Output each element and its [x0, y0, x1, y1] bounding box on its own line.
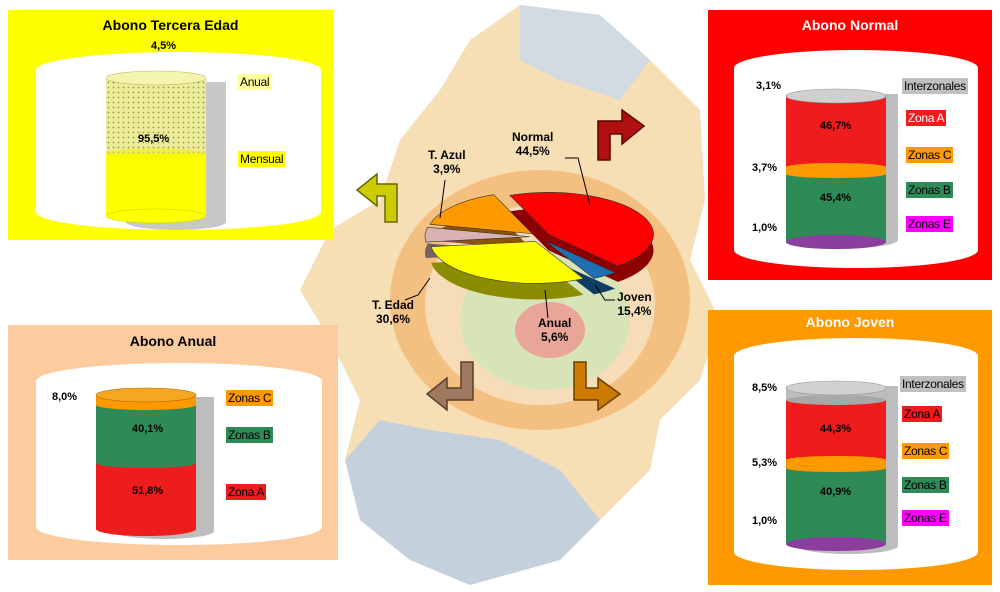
legend-item: Zonas C — [906, 147, 954, 163]
main-pie-chart — [424, 192, 654, 300]
legend-item: Zona A — [906, 110, 947, 126]
legend-item: Interzonales — [902, 78, 968, 94]
legend-item: Zonas C — [226, 390, 274, 406]
cylinder-anual — [95, 387, 214, 539]
legend-item: Zonas B — [906, 182, 953, 198]
pie-label-tazul: T. Azul 3,9% — [428, 148, 466, 176]
panel-title: Abono Normal — [801, 17, 899, 33]
leader-tazul — [439, 179, 446, 219]
value-label: 40,1% — [132, 423, 164, 435]
pie-slice-tedad — [430, 241, 585, 284]
value-label: 3,7% — [752, 162, 778, 174]
legend-item: Zonas E — [902, 510, 949, 526]
pie-label-anual: Anual 5,6% — [538, 316, 572, 344]
value-label: 8,0% — [52, 391, 78, 403]
cylinder-normal — [785, 88, 898, 249]
cylinder-tercera — [105, 70, 226, 230]
leader-tedad — [404, 277, 431, 301]
legend-item: Zonas B — [902, 477, 949, 493]
value-label: 51,8% — [132, 485, 164, 497]
panel-title: Abono Anual — [129, 333, 217, 349]
legend-item: Mensual — [238, 151, 286, 167]
value-label: 95,5% — [138, 133, 170, 145]
value-label: 5,3% — [752, 457, 778, 469]
panel-title: Abono Tercera Edad — [102, 17, 239, 33]
leader-normal — [565, 157, 591, 206]
map-center — [515, 302, 585, 358]
pie-slice-joven — [429, 194, 534, 235]
pie-label-joven: Joven 15,4% — [617, 290, 652, 318]
legend-item: Interzonales — [900, 376, 966, 392]
arrow-tercera-icon — [355, 172, 398, 223]
cylinder-joven — [785, 380, 898, 554]
legend-item: Zonas C — [902, 443, 950, 459]
arrow-joven-icon — [573, 361, 622, 412]
pie-slice-anual — [424, 227, 531, 243]
panel-joven: Abono Joven 8,5% 44,3% 5,3% 40,9% 1,0% I… — [708, 310, 992, 585]
map-blue-north — [520, 5, 650, 100]
value-label: 3,1% — [756, 80, 782, 92]
value-label: 1,0% — [752, 222, 778, 234]
pie-slice-tazul — [545, 240, 616, 279]
legend-item: Zona A — [226, 484, 267, 500]
map-blue-area — [345, 420, 600, 585]
arrow-anual-icon — [425, 361, 474, 412]
value-label: 40,9% — [820, 486, 852, 498]
panel-anual: Abono Anual 8,0% 40,1% 51,8% Zonas C Zon… — [8, 325, 338, 560]
leader-joven — [594, 284, 615, 301]
pie-label-tedad: T. Edad 30,6% — [372, 298, 415, 326]
legend-item: Anual — [238, 74, 272, 90]
value-label: 8,5% — [752, 382, 778, 394]
value-label: 4,5% — [151, 40, 177, 52]
pie-slice-normal — [509, 192, 654, 267]
leader-anual — [544, 289, 549, 319]
panel-normal: Abono Normal 3,1% 46,7% 3,7% 45,4% 1,0% … — [708, 10, 992, 280]
legend-item: Zona A — [902, 406, 943, 422]
legend-item: Zonas E — [906, 216, 953, 232]
value-label: 44,3% — [820, 423, 852, 435]
legend-item: Zonas B — [226, 427, 273, 443]
pie-label-normal: Normal 44,5% — [512, 130, 554, 158]
panel-tercera-edad: Abono Tercera Edad 4,5% 95,5% Anual Mens… — [8, 10, 333, 240]
arrow-normal-icon — [597, 108, 646, 161]
value-label: 1,0% — [752, 515, 778, 527]
value-label: 45,4% — [820, 192, 852, 204]
panel-title: Abono Joven — [805, 314, 895, 330]
value-label: 46,7% — [820, 120, 852, 132]
